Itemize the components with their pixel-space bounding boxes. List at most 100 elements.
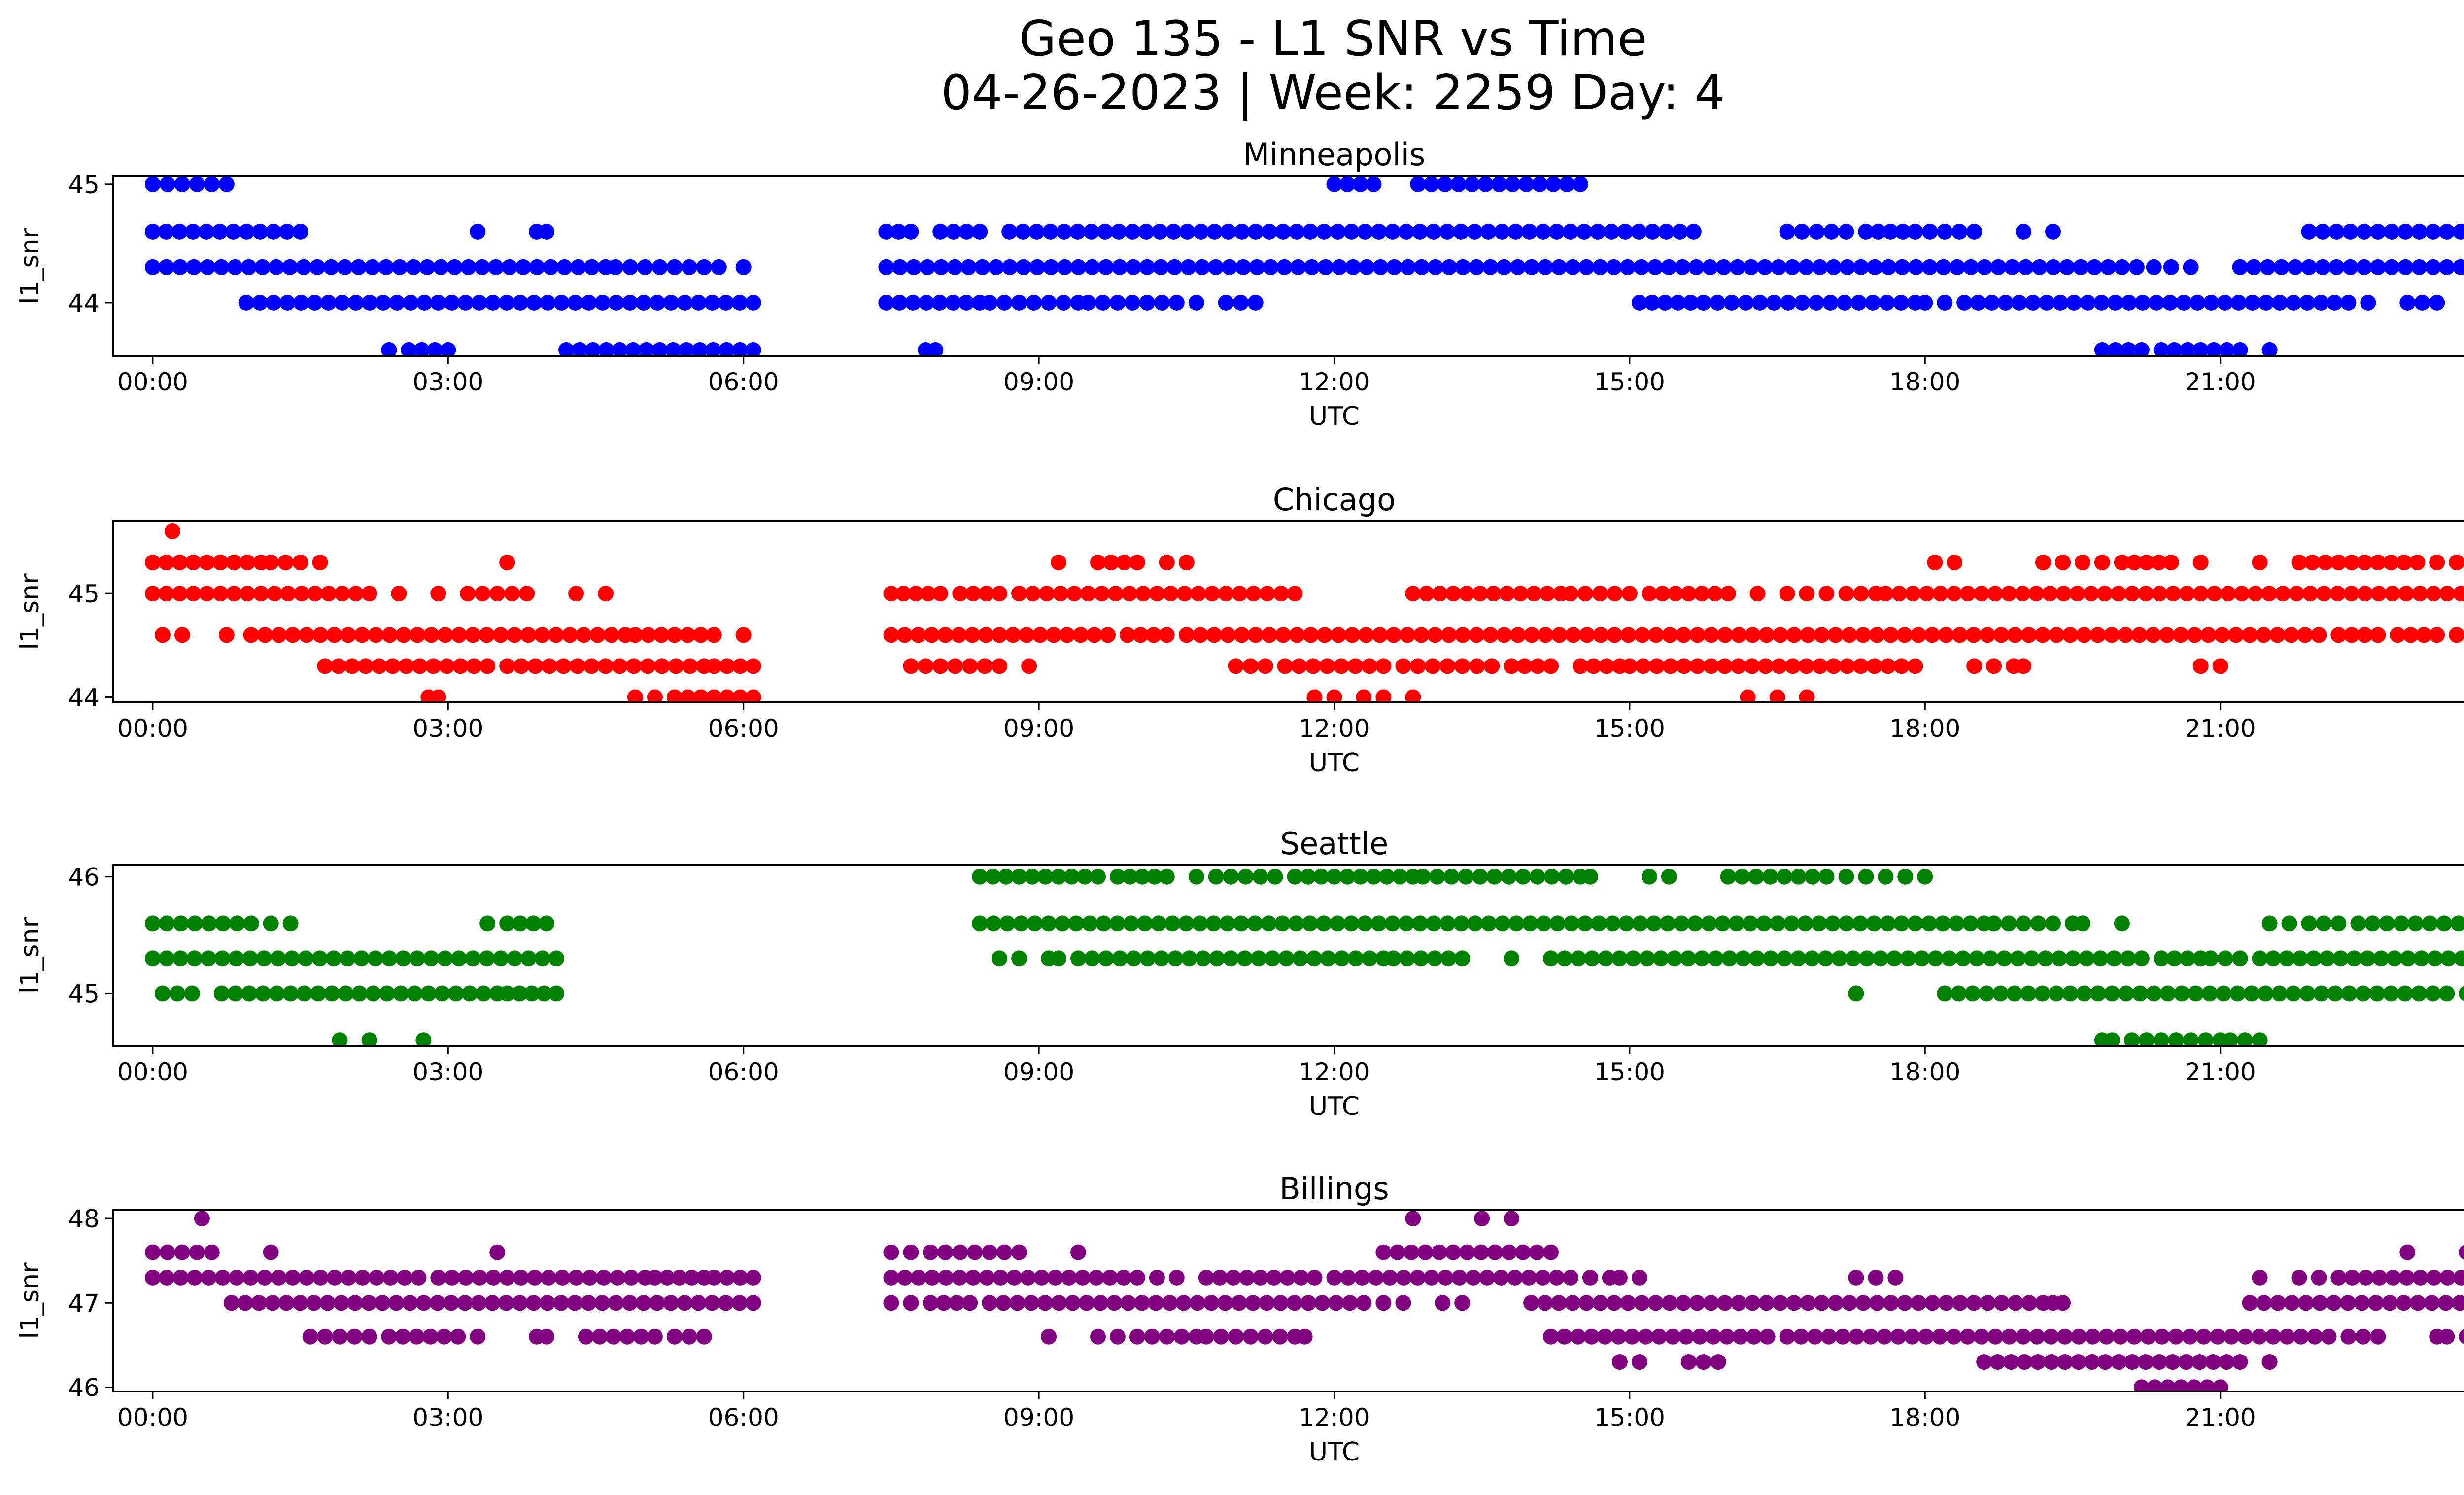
data-point: [292, 1295, 308, 1311]
data-point: [2270, 1295, 2286, 1311]
data-point: [1330, 223, 1346, 240]
data-point: [1163, 586, 1179, 602]
x-tick-label: 06:00: [708, 714, 779, 743]
y-tick-label: 47: [68, 1289, 100, 1318]
data-point: [1314, 1295, 1331, 1311]
data-point: [2146, 985, 2162, 1002]
data-point: [159, 1244, 175, 1260]
data-point: [1070, 950, 1086, 967]
data-point: [2192, 342, 2209, 356]
data-point: [1869, 627, 1885, 643]
data-point: [2154, 1328, 2170, 1345]
data-point: [690, 1295, 707, 1311]
data-point: [2090, 627, 2106, 643]
data-point: [1384, 915, 1401, 932]
data-point: [985, 869, 1001, 885]
data-point: [1300, 1295, 1316, 1311]
data-point: [1051, 869, 1067, 885]
data-point: [1563, 915, 1579, 932]
data-point: [2251, 1328, 2267, 1345]
data-point: [2356, 259, 2372, 275]
data-point: [2330, 627, 2347, 643]
data-point: [578, 1328, 594, 1345]
data-point: [1494, 223, 1510, 240]
x-tick-label: 18:00: [1889, 714, 1960, 743]
data-point: [1670, 294, 1686, 311]
x-tick-label: 12:00: [1299, 1058, 1369, 1086]
data-point: [640, 658, 656, 674]
data-point: [1605, 915, 1621, 932]
data-point: [1582, 869, 1598, 885]
data-point: [2160, 985, 2176, 1002]
data-point: [1474, 1211, 1490, 1227]
data-point: [1153, 950, 1169, 967]
data-point: [1665, 1328, 1681, 1345]
data-point: [1979, 985, 1995, 1002]
data-point: [1621, 658, 1638, 674]
data-point: [527, 1269, 543, 1286]
data-point: [2007, 627, 2023, 643]
data-point: [1063, 869, 1080, 885]
data-point: [1839, 259, 1855, 275]
data-point: [1867, 259, 1883, 275]
data-point: [1969, 950, 1985, 967]
data-point: [2396, 555, 2412, 571]
data-point: [2369, 985, 2385, 1002]
data-point: [2006, 985, 2022, 1002]
data-point: [1932, 586, 1949, 602]
data-point: [1291, 658, 1307, 674]
data-point: [306, 1295, 322, 1311]
data-point: [621, 1295, 638, 1311]
data-point: [1551, 259, 1567, 275]
data-point: [1873, 950, 1889, 967]
data-point: [2449, 555, 2464, 571]
data-point: [2160, 1379, 2176, 1391]
data-point: [1032, 627, 1048, 643]
data-point: [1634, 627, 1650, 643]
data-point: [2319, 950, 2335, 967]
data-point: [499, 915, 515, 932]
data-points: [144, 1211, 2464, 1391]
data-point: [585, 342, 601, 356]
data-point: [2001, 586, 2017, 602]
data-point: [2427, 950, 2443, 967]
data-point: [1366, 176, 1382, 192]
data-point: [931, 294, 948, 311]
data-point: [536, 985, 552, 1002]
data-point: [512, 1295, 528, 1311]
data-point: [448, 985, 464, 1002]
data-point: [229, 1269, 245, 1286]
data-point: [1356, 689, 1372, 702]
data-point: [1354, 1269, 1370, 1286]
data-point: [255, 985, 271, 1002]
data-point: [1496, 627, 1512, 643]
data-point: [1646, 915, 1662, 932]
data-point: [589, 627, 606, 643]
data-point: [1237, 869, 1254, 885]
data-point: [1865, 294, 1881, 311]
data-point: [1660, 915, 1676, 932]
data-point: [972, 915, 988, 932]
data-point: [1139, 950, 1156, 967]
data-point: [2403, 627, 2419, 643]
data-point: [317, 658, 333, 674]
data-point: [2183, 1032, 2199, 1046]
data-point: [337, 259, 353, 275]
data-point: [282, 259, 298, 275]
data-point: [451, 627, 467, 643]
data-point: [2398, 1269, 2415, 1286]
data-point: [1289, 223, 1305, 240]
data-point: [1051, 1295, 1067, 1311]
data-point: [1729, 259, 1745, 275]
data-point: [2247, 586, 2263, 602]
data-point: [1715, 259, 1732, 275]
data-point: [1343, 223, 1360, 240]
data-point: [958, 223, 975, 240]
data-point: [320, 294, 337, 311]
data-point: [319, 1295, 336, 1311]
data-point: [1090, 555, 1106, 571]
data-point: [2151, 555, 2167, 571]
data-point: [1384, 223, 1401, 240]
data-point: [1386, 259, 1403, 275]
data-point: [2042, 586, 2058, 602]
